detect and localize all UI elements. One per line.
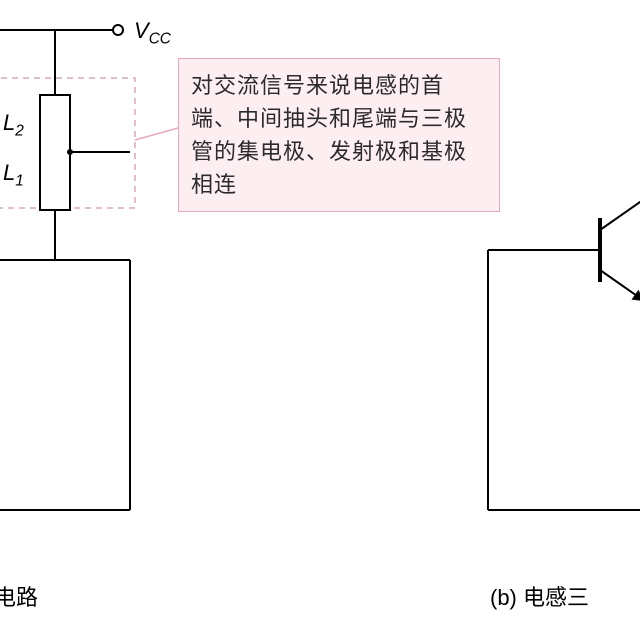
caption-right: (b) 电感三 bbox=[490, 580, 589, 612]
vcc-label: VCC bbox=[134, 18, 171, 48]
inductor-l2-label: L2 bbox=[3, 110, 24, 140]
caption-left: 电路 bbox=[0, 580, 38, 612]
callout-box: 对交流信号来说电感的首端、中间抽头和尾端与三极管的集电极、发射极和基极相连 bbox=[178, 58, 500, 212]
inductor-l1-label: L1 bbox=[3, 160, 24, 190]
